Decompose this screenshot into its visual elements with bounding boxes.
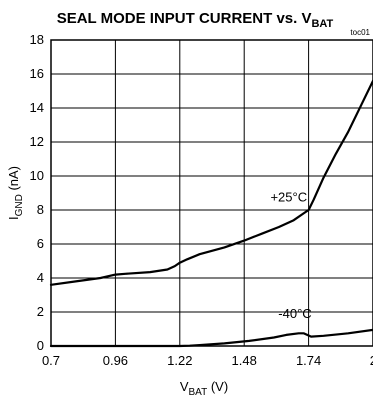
x-tick-label: 1.22 — [167, 353, 192, 368]
x-tick-label: 1.48 — [232, 353, 257, 368]
x-axis-label: VBAT (V) — [180, 379, 228, 398]
y-tick-label: 18 — [30, 32, 44, 47]
x-tick-label: 2 — [370, 353, 373, 368]
y-tick-label: 10 — [30, 168, 44, 183]
series-annotation-plus-25c: +25°C — [270, 190, 307, 205]
y-tick-label: 0 — [37, 338, 44, 353]
y-tick-label: 6 — [37, 236, 44, 251]
y-tick-label: 12 — [30, 134, 44, 149]
y-tick-label: 4 — [37, 270, 44, 285]
y-tick-label: 14 — [30, 100, 44, 115]
series-annotation-minus-40c: -40°C — [278, 306, 311, 321]
y-tick-label: 16 — [30, 66, 44, 81]
x-tick-label: 1.74 — [296, 353, 321, 368]
figure-tag: toc01 — [350, 28, 370, 37]
chart-title: SEAL MODE INPUT CURRENT vs. VBAT — [57, 10, 334, 30]
x-axis-ticks: 0.7 0.96 1.22 1.48 1.74 2 — [42, 353, 373, 368]
x-tick-label: 0.7 — [42, 353, 60, 368]
plot-frame — [50, 39, 373, 347]
series-line-plus-25c — [49, 79, 373, 286]
y-axis-ticks: 0 2 4 6 8 10 12 14 16 18 — [30, 32, 44, 353]
x-tick-label: 0.96 — [103, 353, 128, 368]
y-axis-label: IGND (nA) — [6, 166, 25, 220]
annotations: +25°C -40°C — [270, 190, 311, 321]
y-tick-label: 8 — [37, 202, 44, 217]
y-tick-label: 2 — [37, 304, 44, 319]
